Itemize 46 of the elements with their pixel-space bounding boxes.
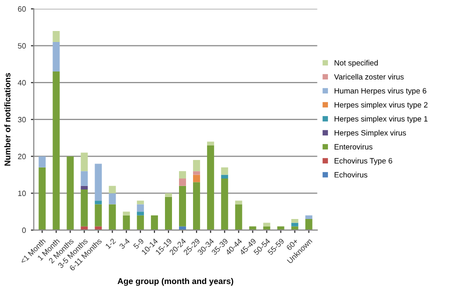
bar (122, 212, 130, 216)
bar (207, 145, 214, 230)
bar (235, 200, 242, 204)
bar (52, 30, 60, 42)
bar (94, 200, 102, 204)
bar (108, 204, 116, 230)
bar (207, 142, 214, 146)
bar (80, 186, 88, 190)
bar (108, 193, 116, 204)
bar (305, 219, 312, 230)
bar (193, 174, 200, 182)
bar (221, 174, 228, 178)
bar (291, 222, 298, 226)
bar (305, 215, 312, 220)
x-axis-title: Age group (month and years) (118, 278, 234, 286)
bar (80, 190, 88, 226)
bar (179, 178, 186, 186)
bar (136, 204, 144, 212)
bar (179, 171, 186, 178)
bar (108, 186, 116, 194)
bar (52, 72, 60, 230)
bar (66, 156, 74, 230)
bar (221, 178, 228, 230)
bar (136, 215, 144, 230)
bar (193, 182, 200, 230)
bar (80, 152, 88, 172)
bar (122, 215, 130, 230)
bar (291, 219, 298, 223)
bar (179, 186, 186, 226)
bar (193, 160, 200, 172)
bar (52, 42, 60, 72)
bar (94, 164, 102, 201)
bar (221, 167, 228, 175)
bar (94, 204, 102, 226)
bar (38, 156, 46, 168)
bar (136, 212, 144, 216)
y-axis-title: Number of notifications (4, 73, 10, 166)
bar (193, 171, 200, 175)
bar (150, 215, 158, 230)
bar (263, 222, 270, 226)
bar (136, 200, 144, 204)
bar (235, 204, 242, 230)
bar (38, 167, 46, 230)
bar (164, 196, 172, 230)
bar (164, 193, 172, 197)
bar (80, 171, 88, 186)
